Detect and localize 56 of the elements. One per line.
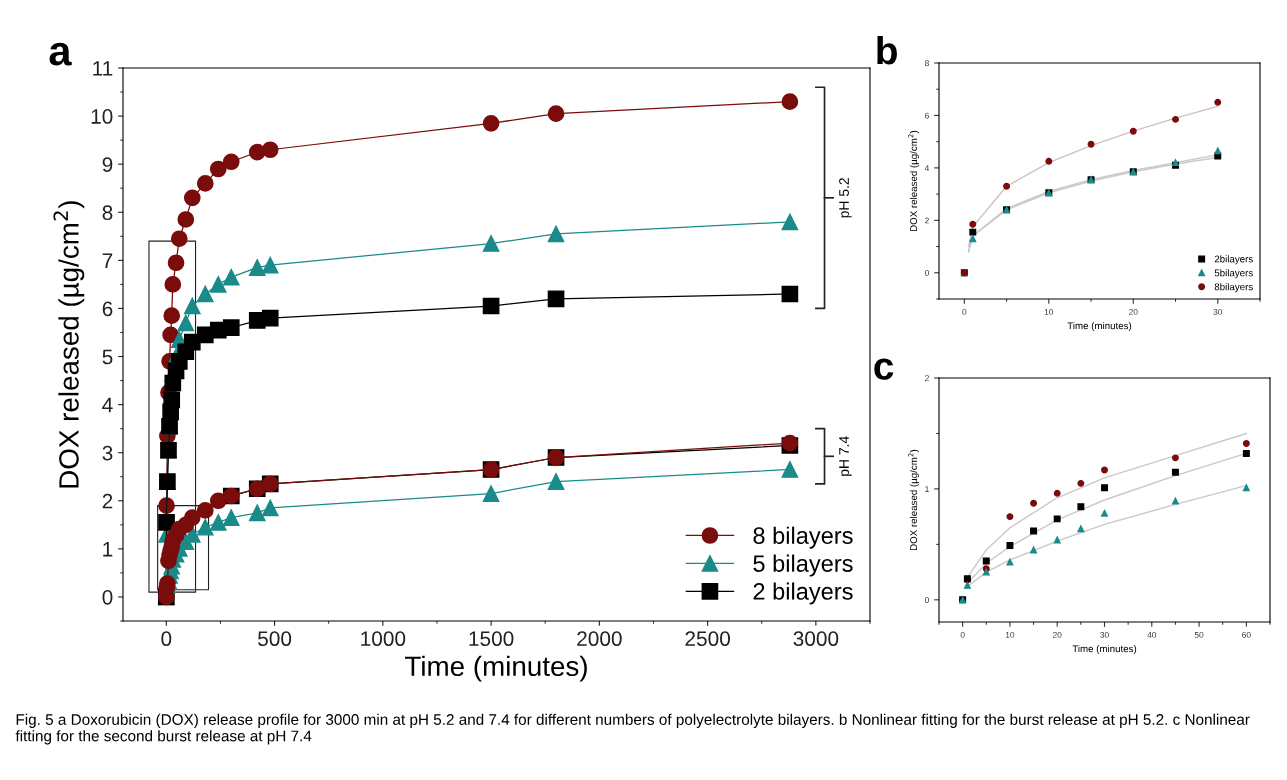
x-tick-label: 30 — [1100, 631, 1109, 638]
legend-label: 5 bilayers — [753, 554, 853, 577]
x-tick-label: 0 — [161, 631, 172, 647]
legend-label: 8bilayers — [1214, 283, 1253, 293]
x-tick-label: 50 — [1194, 631, 1204, 638]
y-tick-label: 2 — [925, 375, 929, 382]
x-tick-label: 20 — [1053, 631, 1062, 638]
y-tick-label: 4 — [924, 165, 930, 171]
y-axis-title: DOX released (µg/cm$^{2}$) — [53, 201, 85, 488]
x-tick-label: 500 — [258, 631, 292, 647]
y-tick-label: 1 — [925, 486, 929, 492]
y-tick-label: 0 — [924, 269, 929, 276]
x-axis-title: Time (minutes) — [405, 655, 587, 682]
y-tick-label: 6 — [102, 301, 113, 317]
y-tick-label: 11 — [93, 61, 113, 76]
legend-label: 2bilayers — [1214, 255, 1253, 265]
x-axis-title: Time (minutes) — [1072, 645, 1137, 655]
x-tick-label: 20 — [1129, 308, 1138, 315]
x-tick-label: 1500 — [469, 631, 514, 647]
x-axis-title: Time (minutes) — [1067, 322, 1132, 332]
legend-label: 8 bilayers — [753, 526, 853, 549]
legend-label: 2 bilayers — [753, 582, 853, 605]
annotation: pH 7.4 — [839, 436, 852, 476]
y-axis-title: DOX released (µg/cm$^{2}$) — [908, 449, 919, 551]
y-tick-label: 8 — [102, 205, 113, 221]
y-tick-label: 0 — [102, 589, 113, 605]
x-tick-label: 0 — [960, 631, 965, 638]
y-tick-label: 9 — [102, 157, 113, 172]
y-tick-label: 5 — [102, 349, 113, 365]
y-tick-label: 3 — [102, 445, 113, 461]
y-tick-label: 6 — [925, 112, 929, 119]
chart-title: c — [874, 358, 894, 380]
y-tick-label: 2 — [925, 217, 929, 224]
y-tick-label: 4 — [102, 397, 113, 413]
x-tick-label: 3000 — [793, 631, 839, 647]
x-tick-label: 60 — [1242, 631, 1251, 638]
x-tick-label: 1000 — [361, 631, 406, 647]
x-tick-label: 0 — [962, 308, 967, 315]
chart-title: a — [49, 42, 72, 66]
y-tick-label: 0 — [924, 597, 929, 603]
y-tick-label: 1 — [103, 542, 113, 557]
y-tick-label: 10 — [91, 109, 113, 124]
x-tick-label: 10 — [1005, 631, 1015, 638]
y-tick-label: 2 — [102, 493, 113, 509]
y-tick-label: 8 — [925, 60, 929, 67]
x-tick-label: 10 — [1044, 308, 1054, 315]
y-axis-title: DOX released (µg/cm$^{2}$) — [908, 130, 919, 232]
y-tick-label: 7 — [102, 253, 113, 268]
x-tick-label: 2500 — [685, 631, 730, 647]
x-tick-label: 30 — [1213, 308, 1223, 315]
annotation: pH 5.2 — [839, 178, 852, 218]
x-tick-label: 2000 — [577, 631, 622, 647]
chart-title: b — [877, 35, 897, 65]
caption: Fig. 5 a Doxorubicin (DOX) release profile for 3000 min at pH 5.2 and 7.4 for different numbers of polyelectrolyte bilayers. b Nonlinear fitting for the burst release at pH 5.2. c Nonlinear fitting for the second burst release at pH 7.4 — [15, 713, 1250, 745]
x-tick-label: 40 — [1147, 631, 1157, 638]
legend-label: 5bilayers — [1214, 269, 1253, 279]
